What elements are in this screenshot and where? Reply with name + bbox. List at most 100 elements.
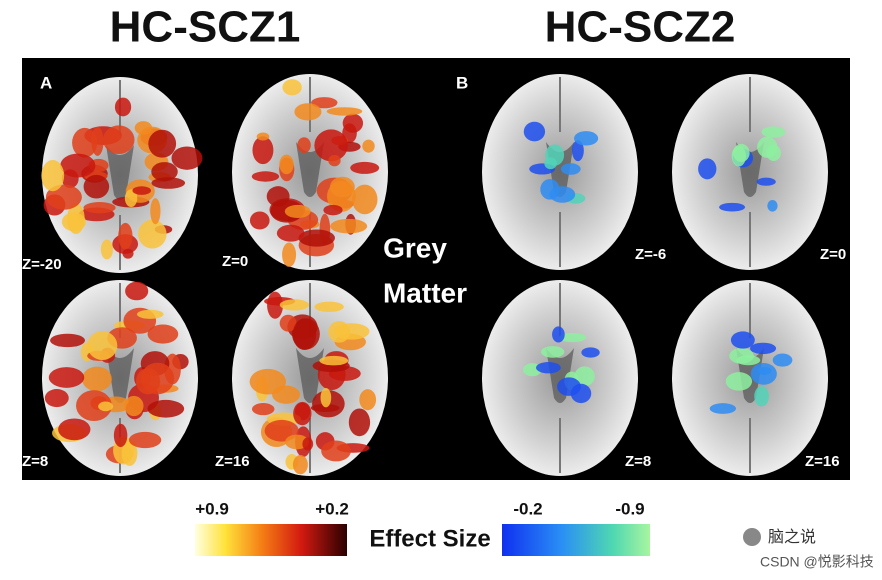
effect-blob: [326, 107, 363, 116]
slice-label: Z=-6: [635, 246, 666, 263]
effect-blob: [293, 401, 312, 426]
effect-blob: [103, 125, 135, 155]
effect-blob: [323, 204, 343, 216]
title-left: HC-SCZ1: [110, 3, 301, 52]
effect-blob: [730, 331, 755, 349]
effect-blob: [761, 126, 786, 138]
watermark-logo: [743, 528, 761, 546]
effect-blob: [536, 362, 561, 374]
effect-blob: [328, 154, 341, 167]
effect-blob: [321, 440, 351, 462]
effect-blob: [359, 389, 377, 411]
slice-label: Z=16: [805, 453, 840, 470]
effect-blob: [279, 314, 297, 332]
effect-blob: [138, 219, 167, 249]
effect-blob: [87, 331, 118, 361]
effect-blob: [279, 299, 310, 311]
effect-blob: [124, 189, 138, 208]
effect-blob: [83, 202, 116, 214]
effect-blob: [560, 163, 581, 175]
effect-blob: [767, 199, 778, 212]
effect-blob: [147, 324, 179, 344]
effect-blob: [523, 121, 546, 142]
effect-blob: [136, 309, 164, 319]
effect-blob: [60, 153, 96, 178]
effect-blob: [314, 301, 344, 312]
effect-blob: [82, 366, 112, 392]
effect-blob: [132, 186, 151, 195]
effect-blob: [266, 186, 290, 207]
effect-blob: [252, 403, 275, 416]
overlay-label: Grey: [383, 232, 447, 263]
effect-blob: [319, 355, 349, 366]
effect-blob: [279, 154, 294, 175]
watermark-credit: CSDN @悦影科技: [760, 554, 874, 570]
effect-blob: [50, 333, 86, 348]
effect-blob: [333, 323, 370, 340]
effect-blob: [329, 176, 355, 198]
overlay-label: Matter: [383, 277, 467, 308]
effect-blob: [719, 202, 746, 212]
colorbar-title: Effect Size: [369, 525, 490, 552]
effect-blob: [249, 211, 270, 230]
effect-blob: [251, 171, 280, 182]
effect-blob: [297, 137, 311, 154]
slice-label: Z=8: [625, 453, 651, 470]
effect-blob: [284, 204, 311, 219]
effect-blob: [150, 198, 161, 225]
effect-blob: [44, 389, 69, 408]
panel-label: A: [40, 73, 52, 92]
colorbar-label: -0.2: [513, 499, 542, 518]
effect-blob: [310, 403, 340, 412]
effect-blob: [302, 437, 314, 451]
effect-blob: [352, 184, 378, 215]
effect-blob: [750, 342, 777, 355]
slice-label: Z=0: [222, 253, 248, 270]
effect-blob: [61, 212, 86, 232]
effect-blob: [298, 229, 335, 247]
effect-blob: [124, 395, 144, 417]
effect-blob: [282, 242, 297, 267]
title-right: HC-SCZ2: [545, 3, 736, 52]
effect-blob: [118, 222, 133, 250]
effect-blob: [540, 346, 565, 358]
effect-blob: [151, 162, 178, 182]
effect-blob: [750, 362, 777, 385]
effect-blob: [151, 177, 186, 189]
effect-blob: [282, 79, 302, 96]
brain-slices: Z=-20 Z=0 Z=8 Z=16 Z=-6 Z=0 Z=8 Z=16: [22, 74, 846, 476]
effect-blob: [58, 418, 91, 441]
effect-blob: [122, 248, 134, 259]
ventricle: [296, 348, 324, 403]
effect-blob: [249, 368, 287, 395]
effect-blob: [252, 136, 274, 165]
effect-blob: [362, 139, 375, 153]
colorbar-hot: [195, 524, 347, 556]
effect-blob: [148, 129, 177, 158]
colorbar-label: +0.2: [315, 499, 349, 518]
effect-blob: [330, 218, 368, 234]
effect-blob: [314, 129, 348, 162]
effect-blob: [292, 318, 317, 351]
slice-label: Z=16: [215, 453, 250, 470]
effect-blob: [100, 239, 113, 260]
effect-blob: [171, 146, 203, 170]
slice-label: Z=-20: [22, 256, 62, 273]
panel-label: B: [456, 73, 468, 92]
effect-blob: [114, 97, 132, 117]
effect-blob: [72, 127, 98, 158]
colorbar-cold: [502, 524, 650, 556]
effect-blob: [709, 403, 737, 414]
effect-blob: [766, 144, 781, 161]
effect-blob: [140, 362, 175, 395]
slice-label: Z=8: [22, 453, 48, 470]
ventricle: [106, 145, 134, 200]
slice-label: Z=0: [820, 246, 846, 263]
effect-blob: [48, 367, 85, 388]
effect-blob: [292, 454, 308, 475]
effect-blob: [320, 388, 332, 408]
effect-blob: [147, 399, 185, 418]
effect-blob: [581, 347, 600, 358]
effect-blob: [348, 408, 371, 437]
effect-blob: [558, 332, 587, 343]
